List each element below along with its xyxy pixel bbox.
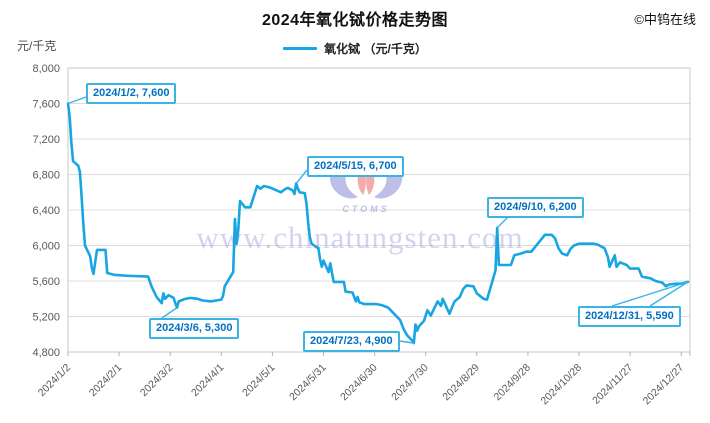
gridlines-layer: [67, 67, 691, 353]
price-line: [66, 102, 690, 345]
annotation-jul-low: 2024/7/23, 4,900: [303, 331, 400, 352]
y-tick-label: 7,600: [32, 99, 60, 111]
y-tick-label: 8,000: [32, 63, 60, 75]
x-tick-label: 2024/7/30: [389, 362, 431, 404]
x-tick-label: 2024/2/1: [87, 362, 124, 399]
x-tick-label: 2024/1/2: [36, 362, 73, 399]
x-tick-label: 2024/4/1: [189, 362, 226, 399]
copyright-label: ©中钨在线: [634, 12, 696, 27]
y-tick-label: 6,000: [32, 241, 60, 253]
x-tick-label: 2024/9/28: [491, 362, 533, 404]
annotation-may-peak: 2024/5/15, 6,700: [307, 156, 404, 177]
plot-border: [67, 67, 691, 353]
annotation-pointer: [67, 96, 87, 105]
x-tick-label: 2024/10/28: [538, 362, 584, 408]
chart-title: 2024年氧化铽价格走势图: [261, 12, 449, 29]
annotation-mar-low: 2024/3/6, 5,300: [149, 318, 240, 339]
x-tick-label: 2024/5/1: [240, 362, 277, 399]
watermark-text: www.chinatungsten.com: [196, 220, 523, 255]
legend-line-swatch: [283, 46, 318, 50]
annotation-jan-high: 2024/1/2, 7,600: [86, 83, 177, 104]
x-tick-label: 2024/3/2: [138, 362, 175, 399]
annotation-pointer: [649, 281, 689, 307]
x-tick-label: 2024/5/31: [287, 362, 329, 404]
annotation-pointer: [399, 340, 414, 344]
y-tick-label: 6,400: [32, 205, 60, 217]
x-tick-label: 2024/8/29: [440, 362, 482, 404]
x-tick-label: 2024/11/27: [590, 362, 635, 407]
y-tick-label: 5,200: [32, 312, 60, 324]
annotation-dec-close: 2024/12/31, 5,590: [578, 306, 681, 327]
y-tick-label: 4,800: [32, 347, 60, 359]
legend: 氧化铽 （元/千克）: [0, 40, 710, 56]
logo-text: CTOMS: [342, 204, 389, 214]
annotation-pointer: [295, 169, 308, 184]
legend-label: 氧化铽 （元/千克）: [324, 41, 427, 56]
annotation-sep-spike: 2024/9/10, 6,200: [487, 197, 584, 218]
y-tick-label: 5,600: [32, 276, 60, 288]
watermark-layer: CTOMS www.chinatungsten.com: [196, 161, 523, 255]
x-tick-label: 2024/12/27: [641, 362, 687, 408]
annotation-pointer: [161, 307, 178, 319]
y-axis-unit-label: 元/千克: [17, 39, 57, 53]
y-tick-label: 6,800: [32, 170, 60, 182]
x-tick-label: 2024/6/30: [338, 362, 380, 404]
y-tick-label: 7,200: [32, 134, 60, 146]
series-layer: [66, 96, 690, 345]
annotation-pointer: [496, 216, 509, 229]
annotation-pointer: [611, 281, 689, 307]
